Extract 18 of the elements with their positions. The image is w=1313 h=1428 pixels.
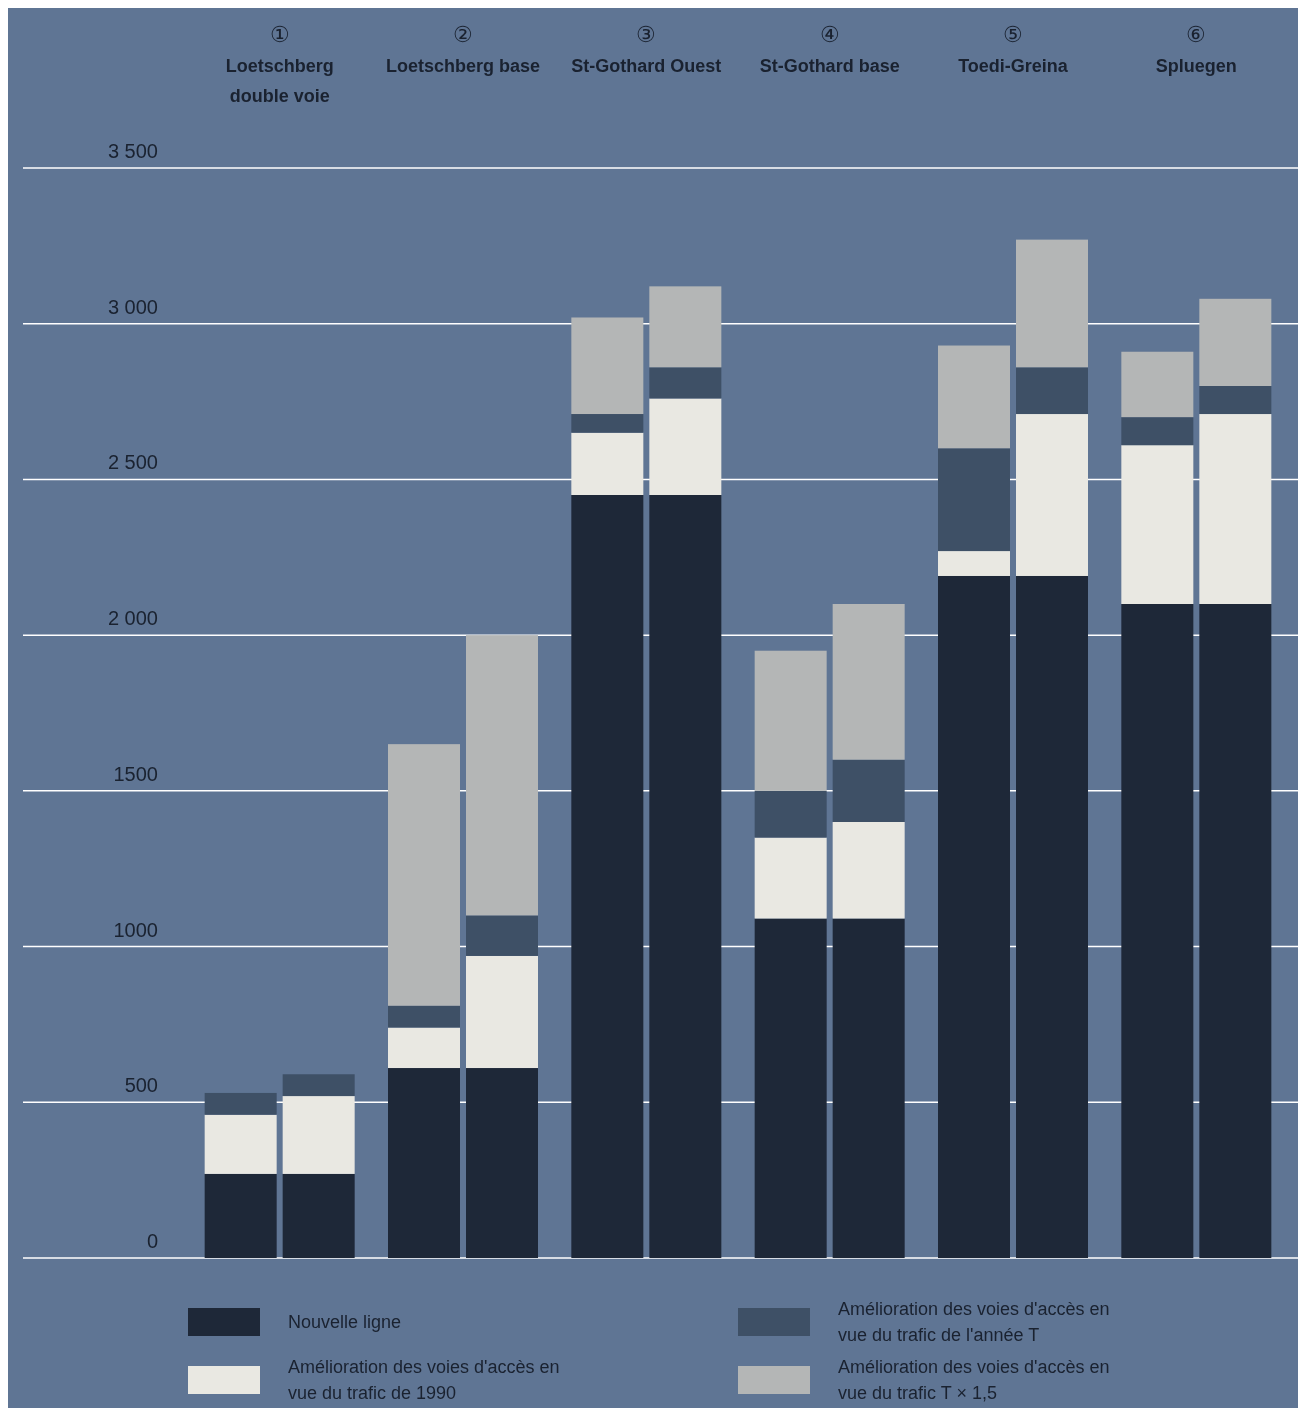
y-tick-label: 2 500 bbox=[107, 451, 158, 474]
legend-label: Nouvelle ligne bbox=[288, 1312, 402, 1332]
legend-label: Amélioration des voies d'accès en vue du trafic de 1990 bbox=[288, 1357, 560, 1403]
y-tick-label: 3 000 bbox=[107, 295, 158, 318]
y-tick-label: 0 bbox=[146, 1230, 158, 1252]
text: ① Loetschberg double voie bbox=[225, 22, 334, 106]
text: ④ St-Gothard base bbox=[759, 22, 900, 76]
legend-label: Amélioration des voies d'accès en vue du trafic T × 1,5 bbox=[838, 1357, 1110, 1403]
text: ⑥ Spluegen bbox=[1155, 22, 1237, 76]
y-tick-label: 3 500 bbox=[107, 140, 158, 162]
y-tick-label: 1000 bbox=[113, 918, 158, 941]
text: ③ St-Gothard Ouest bbox=[571, 22, 722, 76]
text: ② Loetschberg base bbox=[385, 22, 541, 76]
y-tick-label: 2 000 bbox=[107, 607, 158, 630]
y-tick-label: 500 bbox=[124, 1074, 158, 1097]
y-tick-label: 1500 bbox=[113, 762, 158, 785]
text: ⑤ Toedi-Greina bbox=[958, 22, 1069, 76]
legend-label: Amélioration des voies d'accès en vue du trafic de l'année T bbox=[838, 1299, 1110, 1345]
